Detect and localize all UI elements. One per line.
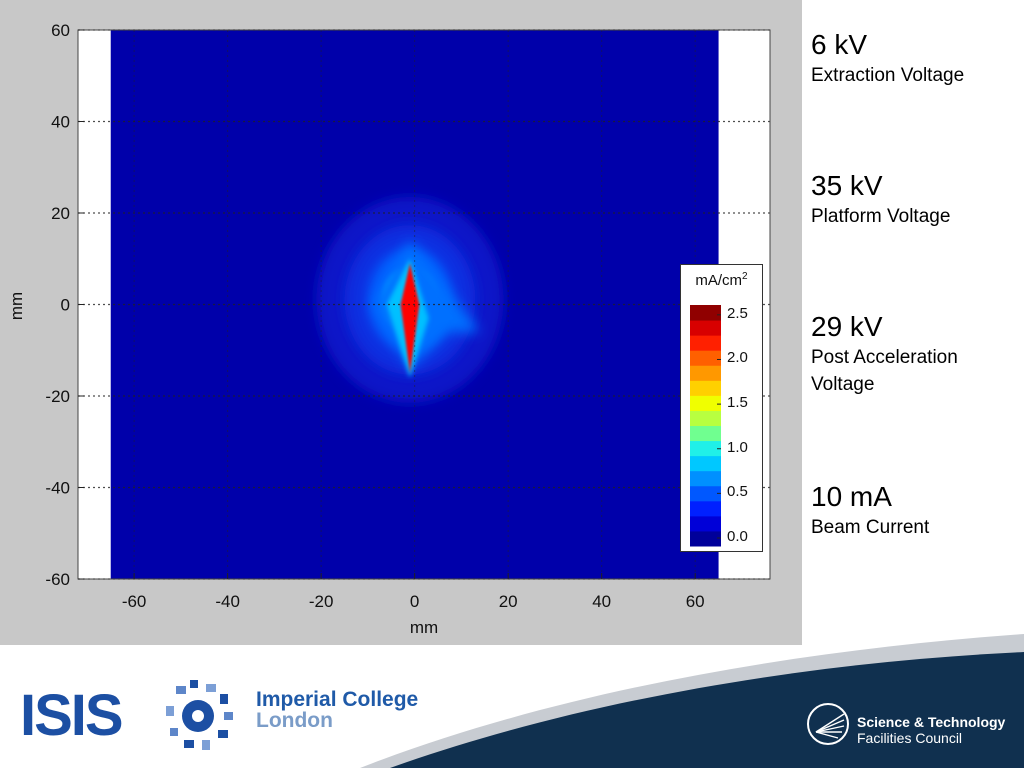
stfc-logo-icon: [806, 702, 850, 751]
imperial-logo-line2: London: [256, 709, 333, 732]
y-axis-ticks: 60 40 20 0 -20 -40 -60: [45, 21, 84, 589]
colorbar-segment: [690, 440, 721, 457]
x-tick-label: 20: [499, 592, 518, 611]
y-tick-label: -20: [45, 387, 70, 406]
y-tick-label: 20: [51, 204, 70, 223]
parameter-label: Extraction Voltage: [811, 65, 965, 86]
colorbar-tick-label: 2.0: [727, 349, 748, 367]
x-tick-label: 60: [686, 592, 705, 611]
x-tick-label: 40: [592, 592, 611, 611]
colorbar-segment: [690, 395, 721, 411]
x-axis-label: mm: [410, 618, 438, 637]
parameter-label: Beam Current: [811, 517, 930, 538]
grid-lines: [78, 29, 770, 580]
beam-profile-plot: -60 -40 -20 0 20 40 60 60 40 20 0 -20 -40 -60 mm mm: [7, 21, 771, 637]
colorbar-unit: mA/cm: [695, 272, 743, 289]
footer-swoosh: [360, 634, 1024, 768]
colorbar-segment: [690, 350, 721, 366]
parameter-value: 10 mA: [811, 481, 892, 512]
colorbar-segment: [690, 365, 721, 381]
colorbar-segment: [690, 515, 721, 532]
footer-navy-band: [390, 652, 1024, 768]
x-tick-label: -40: [215, 592, 240, 611]
colorbar-segment: [690, 305, 721, 321]
y-tick-label: 0: [61, 296, 70, 315]
y-tick-label: 60: [51, 21, 70, 40]
stfc-line1: Science & Technology: [857, 714, 1006, 730]
x-tick-label: 0: [410, 592, 419, 611]
colorbar-gradient: [690, 305, 721, 547]
colorbar-tick-label: 0.0: [727, 528, 748, 545]
colorbar-segment: [690, 410, 721, 426]
parameter-extraction-voltage: 6 kV Extraction Voltage: [811, 28, 1021, 89]
colorbar-tick-label: 2.5: [727, 304, 748, 322]
parameter-value: 6 kV: [811, 29, 868, 60]
colorbar-segment: [690, 530, 721, 547]
stfc-line2: Facilities Council: [857, 730, 963, 746]
parameter-value: 35 kV: [811, 170, 883, 201]
colorbar-segment: [690, 320, 721, 336]
y-axis-label: mm: [7, 292, 26, 320]
y-tick-label: 40: [51, 113, 70, 132]
imperial-college-logo: Imperial College London: [256, 689, 418, 731]
colorbar-segment: [690, 425, 721, 442]
y-tick-label: -60: [45, 570, 70, 589]
isis-target-icon: [166, 680, 233, 750]
parameter-post-acceleration-voltage: 29 kV Post Acceleration Voltage: [811, 310, 1021, 398]
isis-logo-text: ISIS: [20, 683, 122, 748]
parameter-label: Platform Voltage: [811, 206, 951, 227]
x-tick-label: -60: [122, 592, 147, 611]
y-tick-label: -40: [45, 479, 70, 498]
colorbar-segment: [690, 470, 721, 487]
x-tick-label: -20: [309, 592, 334, 611]
colorbar-tick-label: 1.0: [727, 438, 748, 456]
parameter-label-line2: Voltage: [811, 374, 875, 395]
colorbar-segment: [690, 380, 721, 396]
parameter-platform-voltage: 35 kV Platform Voltage: [811, 169, 1021, 230]
colorbar-title: mA/cm2: [681, 271, 762, 289]
stfc-logo-text: Science & Technology Facilities Council: [857, 714, 1005, 746]
parameter-value: 29 kV: [811, 311, 883, 342]
colorbar-segment: [690, 485, 721, 502]
figure-panel: -60 -40 -20 0 20 40 60 60 40 20 0 -20 -40 -60 mm mm …: [0, 0, 802, 645]
x-axis-ticks: -60 -40 -20 0 20 40 60: [122, 573, 705, 611]
colorbar-segment: [690, 500, 721, 517]
colorbar-unit-exponent: 2: [742, 271, 748, 282]
imperial-logo-line1: Imperial College: [256, 688, 419, 711]
parameter-label: Post Acceleration: [811, 347, 958, 368]
parameter-beam-current: 10 mA Beam Current: [811, 480, 1021, 541]
colorbar-segment: [690, 335, 721, 351]
beam-intensity-distribution: [316, 197, 504, 403]
colorbar-tick-label: 1.5: [727, 394, 748, 412]
colorbar: mA/cm2 2.5 2.0 1.5 1.0 0.5 0.0: [680, 264, 763, 552]
isis-logo: ISIS: [20, 678, 235, 763]
colorbar-tick-label: 0.5: [727, 483, 748, 501]
colorbar-segment: [690, 455, 721, 472]
